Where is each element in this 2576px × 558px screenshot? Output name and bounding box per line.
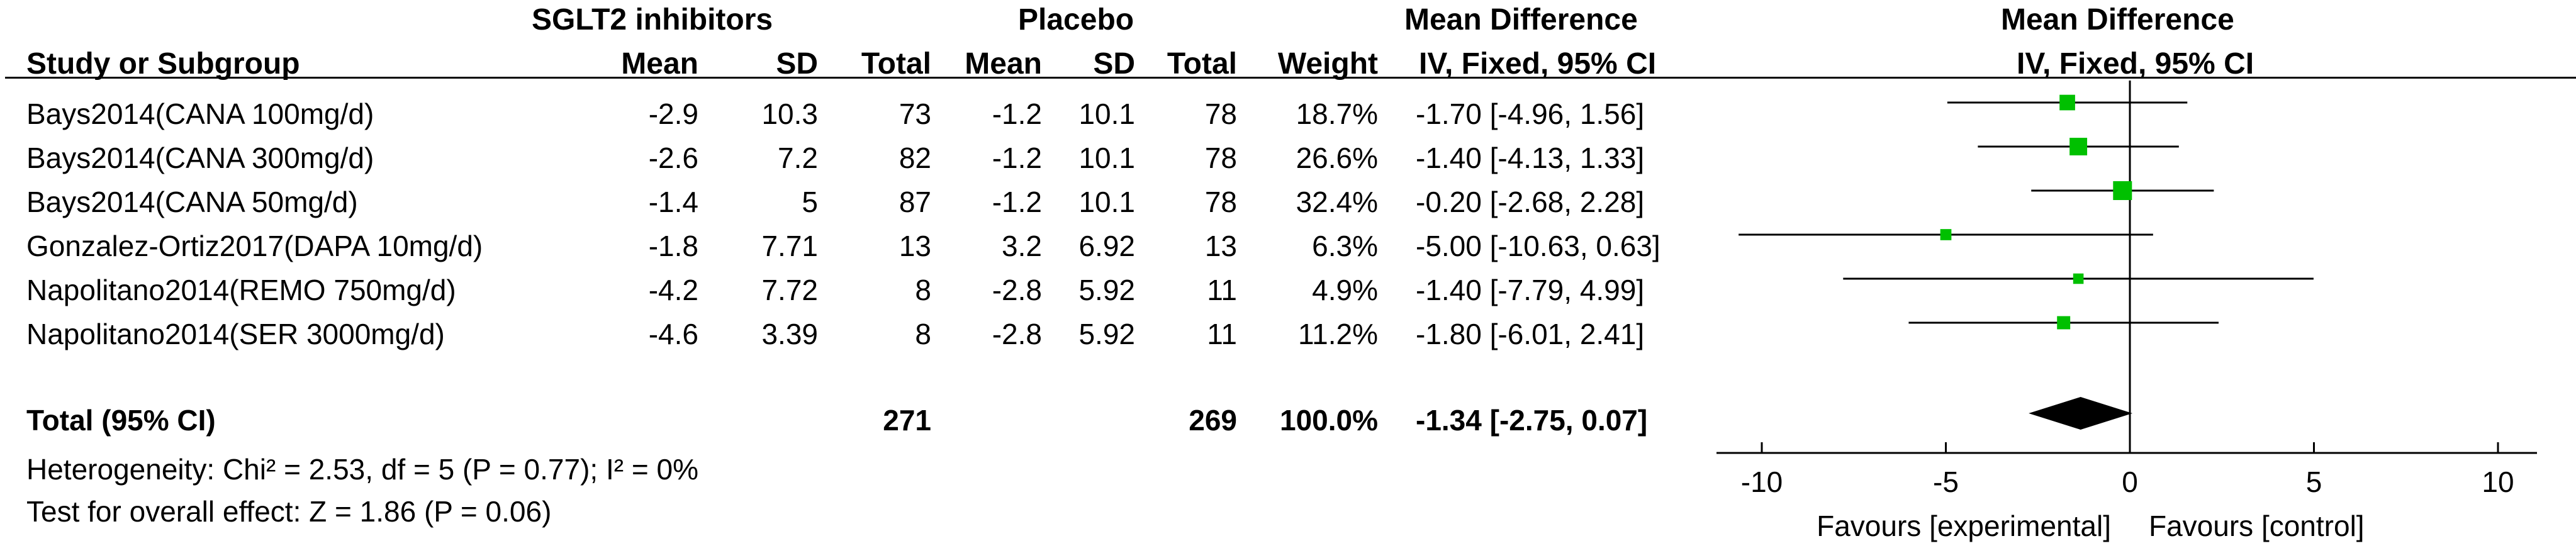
total1-cell: 13 [899,230,931,262]
effect-subheader: IV, Fixed, 95% CI [1419,47,1657,81]
sd1-cell: 10.3 [761,98,818,130]
mean1-cell: -2.9 [648,98,698,130]
total2-cell: 11 [1207,318,1237,350]
total2-cell: 13 [1204,230,1237,262]
total2-cell: 78 [1204,186,1237,218]
study-name: Bays2014(CANA 50mg/d) [26,186,358,218]
sd2-cell: 5.92 [1078,274,1135,306]
mean2-cell: 3.2 [1002,230,1042,262]
heterogeneity-text: Heterogeneity: Chi² = 2.53, df = 5 (P = … [26,453,698,486]
total1-cell: 8 [915,318,931,350]
x-tick-label: 10 [2482,466,2514,498]
sd2-cell: 6.92 [1078,230,1135,262]
total-ci: -1.34 [-2.75, 0.07] [1416,404,1648,437]
effect-marker [2059,94,2075,111]
sd1-header: SD [776,47,818,81]
total1-sum: 271 [883,404,931,437]
mean2-cell: -2.8 [992,318,1042,350]
x-tick-label: -5 [1933,466,1959,498]
ci-cell: -1.70 [-4.96, 1.56] [1416,98,1645,130]
sd2-cell: 10.1 [1078,142,1135,174]
plot-subheader: IV, Fixed, 95% CI [2017,47,2254,81]
weight-cell: 18.7% [1296,98,1378,130]
header-rule [5,77,2576,79]
plot-header: Mean Difference [2001,3,2234,36]
study-name: Bays2014(CANA 300mg/d) [26,142,374,174]
study-name: Bays2014(CANA 100mg/d) [26,98,374,130]
effect-marker [1940,229,1952,240]
effect-marker [2113,181,2132,200]
total2-cell: 11 [1207,274,1237,306]
weight-cell: 6.3% [1312,230,1378,262]
x-tick-label: 5 [2306,466,2322,498]
group-right-header: Placebo [1018,3,1134,36]
sd2-header: SD [1093,47,1135,81]
study-column-header: Study or Subgroup [26,47,300,81]
overall-effect-text: Test for overall effect: Z = 1.86 (P = 0… [26,495,552,528]
effect-header: Mean Difference [1404,3,1638,36]
sd1-cell: 5 [802,186,818,218]
weight-cell: 26.6% [1296,142,1378,174]
favours-experimental-label: Favours [experimental] [1817,510,2111,542]
mean1-cell: -1.4 [648,186,698,218]
sd1-cell: 7.72 [761,274,818,306]
x-tick-label: 0 [2122,466,2138,498]
weight-cell: 32.4% [1296,186,1378,218]
effect-marker [2057,316,2071,330]
favours-control-label: Favours [control] [2149,510,2365,542]
study-name: Napolitano2014(REMO 750mg/d) [26,274,456,306]
weight-header: Weight [1277,47,1378,81]
mean1-cell: -1.8 [648,230,698,262]
mean2-cell: -1.2 [992,98,1042,130]
group-left-header: SGLT2 inhibitors [532,3,773,36]
total-weight: 100.0% [1279,404,1378,437]
study-name: Napolitano2014(SER 3000mg/d) [26,318,445,350]
mean1-header: Mean [621,47,698,81]
total1-cell: 87 [899,186,931,218]
study-name: Gonzalez-Ortiz2017(DAPA 10mg/d) [26,230,483,262]
x-tick-label: -10 [1741,466,1783,498]
effect-marker [2073,273,2084,284]
ci-cell: -1.40 [-4.13, 1.33] [1416,142,1645,174]
sd1-cell: 3.39 [761,318,818,350]
mean1-cell: -4.2 [648,274,698,306]
mean2-cell: -1.2 [992,142,1042,174]
total2-header: Total [1167,47,1237,81]
mean2-cell: -2.8 [992,274,1042,306]
effect-marker [2069,138,2088,155]
total1-cell: 8 [915,274,931,306]
total1-header: Total [861,47,931,81]
sd2-cell: 10.1 [1078,98,1135,130]
ci-cell: -0.20 [-2.68, 2.28] [1416,186,1645,218]
mean2-cell: -1.2 [992,186,1042,218]
sd1-cell: 7.71 [761,230,818,262]
sd1-cell: 7.2 [778,142,818,174]
mean1-cell: -4.6 [648,318,698,350]
sd2-cell: 10.1 [1078,186,1135,218]
weight-cell: 11.2% [1297,318,1378,350]
ci-cell: -1.40 [-7.79, 4.99] [1416,274,1645,306]
weight-cell: 4.9% [1312,274,1378,306]
sd2-cell: 5.92 [1078,318,1135,350]
ci-cell: -5.00 [-10.63, 0.63] [1416,230,1660,262]
mean1-cell: -2.6 [648,142,698,174]
ci-cell: -1.80 [-6.01, 2.41] [1416,318,1645,350]
total2-sum: 269 [1189,404,1237,437]
total1-cell: 82 [899,142,931,174]
pooled-diamond [2029,397,2133,430]
total2-cell: 78 [1204,142,1237,174]
total2-cell: 78 [1204,98,1237,130]
mean2-header: Mean [965,47,1042,81]
total1-cell: 73 [899,98,931,130]
total-label: Total (95% CI) [26,404,216,437]
